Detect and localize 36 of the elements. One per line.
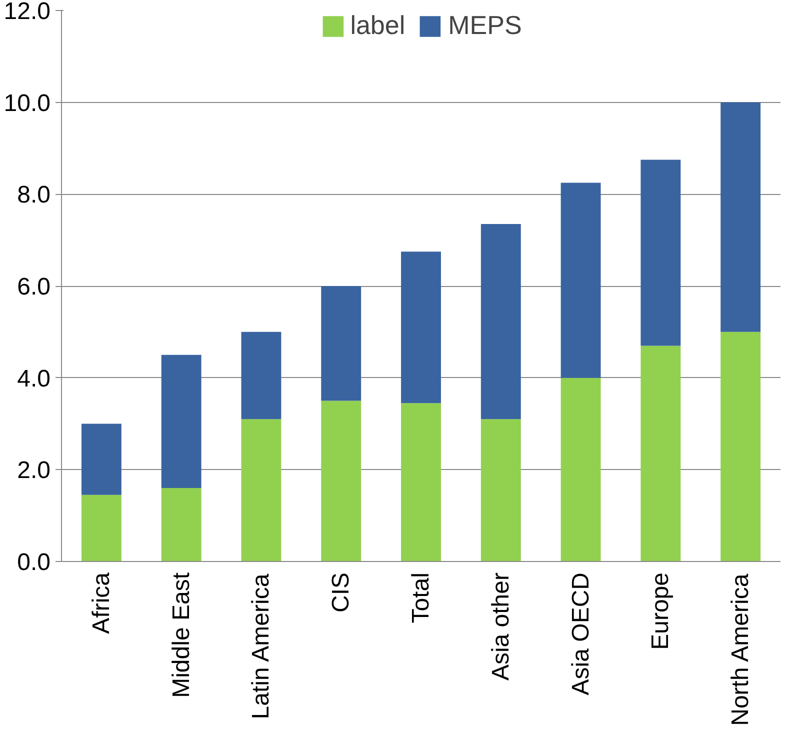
y-tick-label: 12.0: [4, 0, 51, 25]
bar: [640, 160, 681, 346]
bar: [241, 419, 282, 562]
x-tick-label: Asia OECD: [567, 572, 594, 696]
x-tick-label: Europe: [647, 572, 674, 650]
bar: [480, 224, 521, 420]
x-tick-label: North America: [727, 573, 754, 726]
bar: [560, 182, 601, 378]
x-tick-label: Africa: [88, 572, 115, 634]
bar: [81, 424, 122, 495]
bar: [401, 403, 441, 562]
y-tick-label: 10.0: [4, 90, 51, 117]
x-tick-label: CIS: [328, 572, 355, 613]
bar: [241, 332, 282, 420]
bar: [161, 488, 202, 562]
y-tick-label: 0.0: [17, 549, 51, 576]
x-tick-label: Latin America: [248, 573, 275, 720]
legend-label: MEPS: [448, 10, 522, 41]
bar: [161, 354, 202, 488]
bar: [321, 400, 362, 562]
y-tick-label: 4.0: [17, 365, 51, 392]
y-tick-label: 8.0: [17, 182, 51, 209]
bar: [401, 252, 441, 404]
bar: [321, 286, 362, 401]
x-tick-label: Total: [408, 572, 434, 624]
y-tick-label: 2.0: [17, 457, 51, 484]
legend-label: label: [350, 10, 406, 41]
bar: [640, 346, 681, 562]
x-tick-label: Asia other: [487, 572, 514, 681]
bar: [480, 419, 521, 562]
bar: [81, 494, 122, 562]
bar: [720, 102, 761, 332]
bar: [560, 378, 601, 562]
bar: [720, 332, 761, 562]
y-tick-label: 6.0: [17, 274, 51, 300]
x-tick-label: Middle East: [168, 572, 195, 698]
